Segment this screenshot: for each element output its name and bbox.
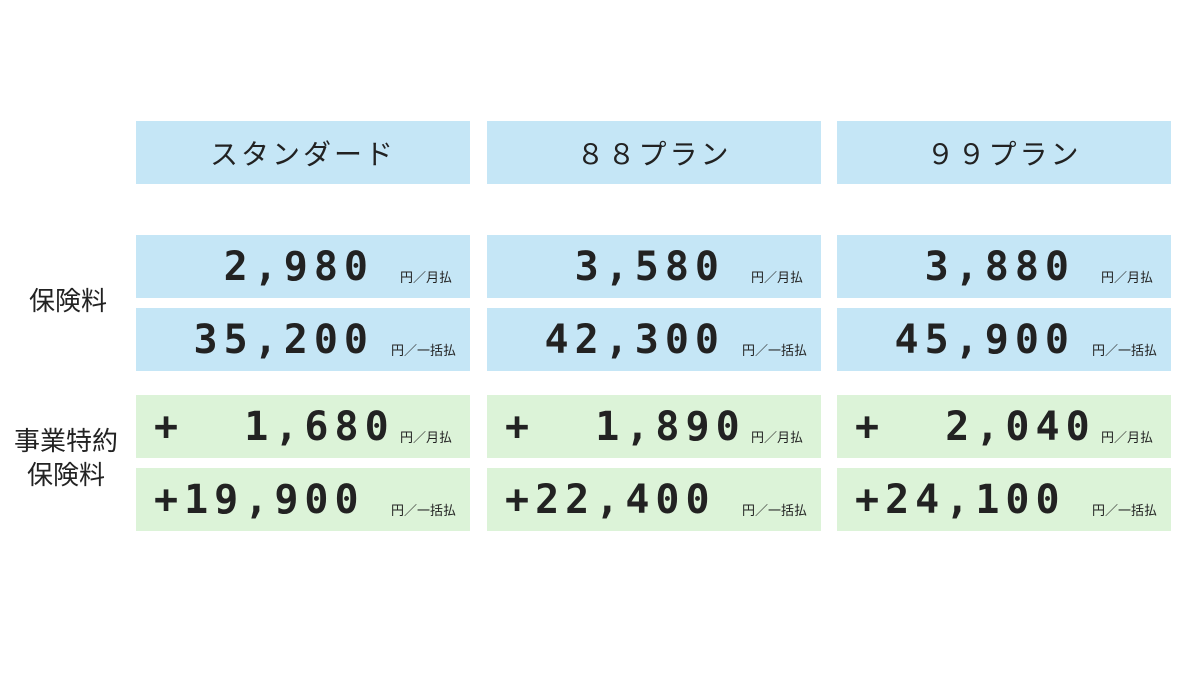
premium-monthly-cell: 3,580 円／月払 xyxy=(487,235,821,298)
premium-monthly-cell: 3,880 円／月払 xyxy=(837,235,1171,298)
plan-header-standard: スタンダード xyxy=(136,121,470,184)
rider-lump-cell: +24,100 円／一括払 xyxy=(837,468,1171,531)
plan-header-88: ８８プラン xyxy=(487,121,821,184)
unit-monthly: 円／月払 xyxy=(1100,271,1153,286)
premium-lump-value: 35,200 xyxy=(193,316,374,363)
unit-monthly: 円／月払 xyxy=(750,271,803,286)
premium-lump-cell: 42,300 円／一括払 xyxy=(487,308,821,371)
unit-lump: 円／一括払 xyxy=(390,344,456,359)
unit-lump: 円／一括払 xyxy=(1091,504,1157,519)
unit-lump: 円／一括払 xyxy=(390,504,456,519)
rider-lump-value: +22,400 xyxy=(505,476,716,523)
unit-monthly: 円／月払 xyxy=(1100,431,1153,446)
premium-lump-cell: 45,900 円／一括払 xyxy=(837,308,1171,371)
rider-monthly-cell: + 1,680 円／月払 xyxy=(136,395,470,458)
rider-lump-value: +19,900 xyxy=(154,476,365,523)
unit-monthly: 円／月払 xyxy=(399,271,452,286)
unit-monthly: 円／月払 xyxy=(399,431,452,446)
premium-monthly-value: 3,580 xyxy=(574,243,725,290)
unit-monthly: 円／月払 xyxy=(750,431,803,446)
rider-row-label: 事業特約 保険料 xyxy=(4,426,128,494)
rider-lump-cell: +22,400 円／一括払 xyxy=(487,468,821,531)
unit-lump: 円／一括払 xyxy=(741,504,807,519)
premium-monthly-cell: 2,980 円／月払 xyxy=(136,235,470,298)
premium-lump-value: 42,300 xyxy=(544,316,725,363)
rider-monthly-value: + 1,680 xyxy=(154,403,395,450)
premium-monthly-value: 3,880 xyxy=(924,243,1075,290)
rider-monthly-cell: + 2,040 円／月払 xyxy=(837,395,1171,458)
rider-row-label-line2: 保険料 xyxy=(26,460,105,491)
rider-lump-cell: +19,900 円／一括払 xyxy=(136,468,470,531)
rider-monthly-cell: + 1,890 円／月払 xyxy=(487,395,821,458)
rider-monthly-value: + 1,890 xyxy=(505,403,746,450)
premium-lump-value: 45,900 xyxy=(894,316,1075,363)
premium-lump-cell: 35,200 円／一括払 xyxy=(136,308,470,371)
unit-lump: 円／一括払 xyxy=(1091,344,1157,359)
premium-row-label: 保険料 xyxy=(28,287,107,317)
premium-monthly-value: 2,980 xyxy=(223,243,374,290)
rider-monthly-value: + 2,040 xyxy=(855,403,1096,450)
plan-header-99: ９９プラン xyxy=(837,121,1171,184)
rider-row-label-line1: 事業特約 xyxy=(13,427,118,457)
unit-lump: 円／一括払 xyxy=(741,344,807,359)
rider-lump-value: +24,100 xyxy=(855,476,1066,523)
